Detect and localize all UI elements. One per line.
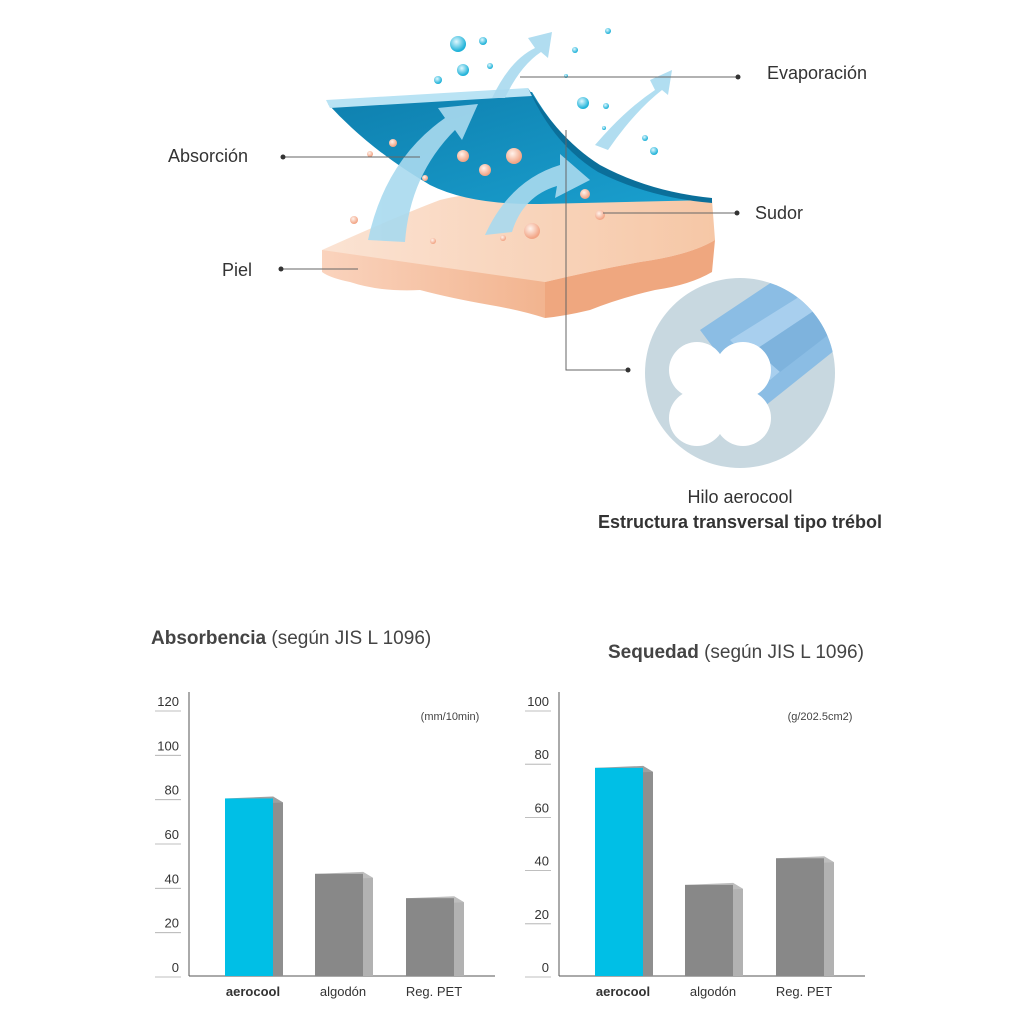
category-label: aerocool bbox=[226, 984, 280, 999]
y-tick-label: 0 bbox=[172, 960, 179, 975]
y-tick-label: 40 bbox=[535, 854, 549, 869]
fabric-illustration bbox=[278, 28, 835, 468]
bar-side bbox=[733, 882, 743, 976]
leader-dots bbox=[278, 74, 741, 373]
category-label: Reg. PET bbox=[406, 984, 462, 999]
y-tick-label: 80 bbox=[535, 747, 549, 762]
bar-aerocool bbox=[225, 798, 273, 976]
bar-algod-n bbox=[685, 884, 733, 976]
chart2-title: Sequedad (según JIS L 1096) bbox=[608, 642, 864, 663]
category-label: aerocool bbox=[596, 984, 650, 999]
y-tick-label: 80 bbox=[165, 783, 179, 798]
skin-layer bbox=[322, 193, 715, 318]
category-label: algodón bbox=[690, 984, 736, 999]
unit-label: (g/202.5cm2) bbox=[788, 711, 853, 723]
y-tick-label: 0 bbox=[542, 960, 549, 975]
bar-side bbox=[363, 871, 373, 976]
bar-reg--pet bbox=[406, 898, 454, 976]
y-tick-label: 40 bbox=[165, 871, 179, 886]
bar-algod-n bbox=[315, 873, 363, 976]
unit-label: (mm/10min) bbox=[421, 711, 480, 723]
moisture-arrows bbox=[368, 32, 672, 242]
chart1-title: Absorbencia (según JIS L 1096) bbox=[151, 628, 432, 649]
y-tick-label: 60 bbox=[535, 800, 549, 815]
category-label: Reg. PET bbox=[776, 984, 832, 999]
y-tick-label: 20 bbox=[535, 907, 549, 922]
bar-side bbox=[824, 856, 834, 976]
sweat-droplets bbox=[350, 139, 605, 244]
absorbency-chart: 0 20 40 60 80 100 120 (mm/10min) aerocool algodón… bbox=[155, 692, 495, 999]
label-skin: Piel bbox=[222, 260, 253, 280]
clover-cross-section bbox=[645, 278, 835, 468]
bar-side bbox=[273, 796, 283, 976]
dryness-chart: 0 20 40 60 80 100 (g/202.5cm2) aerocool algodón R… bbox=[525, 692, 865, 999]
y-tick-label: 120 bbox=[157, 694, 179, 709]
y-tick-label: 100 bbox=[527, 694, 549, 709]
bar-aerocool bbox=[595, 767, 643, 976]
caption-structure: Estructura transversal tipo trébol bbox=[597, 512, 883, 532]
bar-side bbox=[454, 896, 464, 976]
label-sweat: Sudor bbox=[755, 203, 804, 223]
y-tick-label: 100 bbox=[157, 738, 179, 753]
y-tick-label: 20 bbox=[165, 916, 179, 931]
bar-reg--pet bbox=[776, 858, 824, 976]
caption-yarn: Hilo aerocool bbox=[687, 487, 793, 507]
fabric-layer bbox=[326, 88, 712, 205]
label-absorption: Absorción bbox=[168, 146, 249, 166]
category-label: algodón bbox=[320, 984, 366, 999]
y-tick-label: 60 bbox=[165, 827, 179, 842]
leader-lines bbox=[281, 76, 738, 371]
bar-side bbox=[643, 765, 653, 976]
label-evaporation: Evaporación bbox=[767, 63, 868, 83]
evaporation-droplets bbox=[434, 28, 658, 155]
